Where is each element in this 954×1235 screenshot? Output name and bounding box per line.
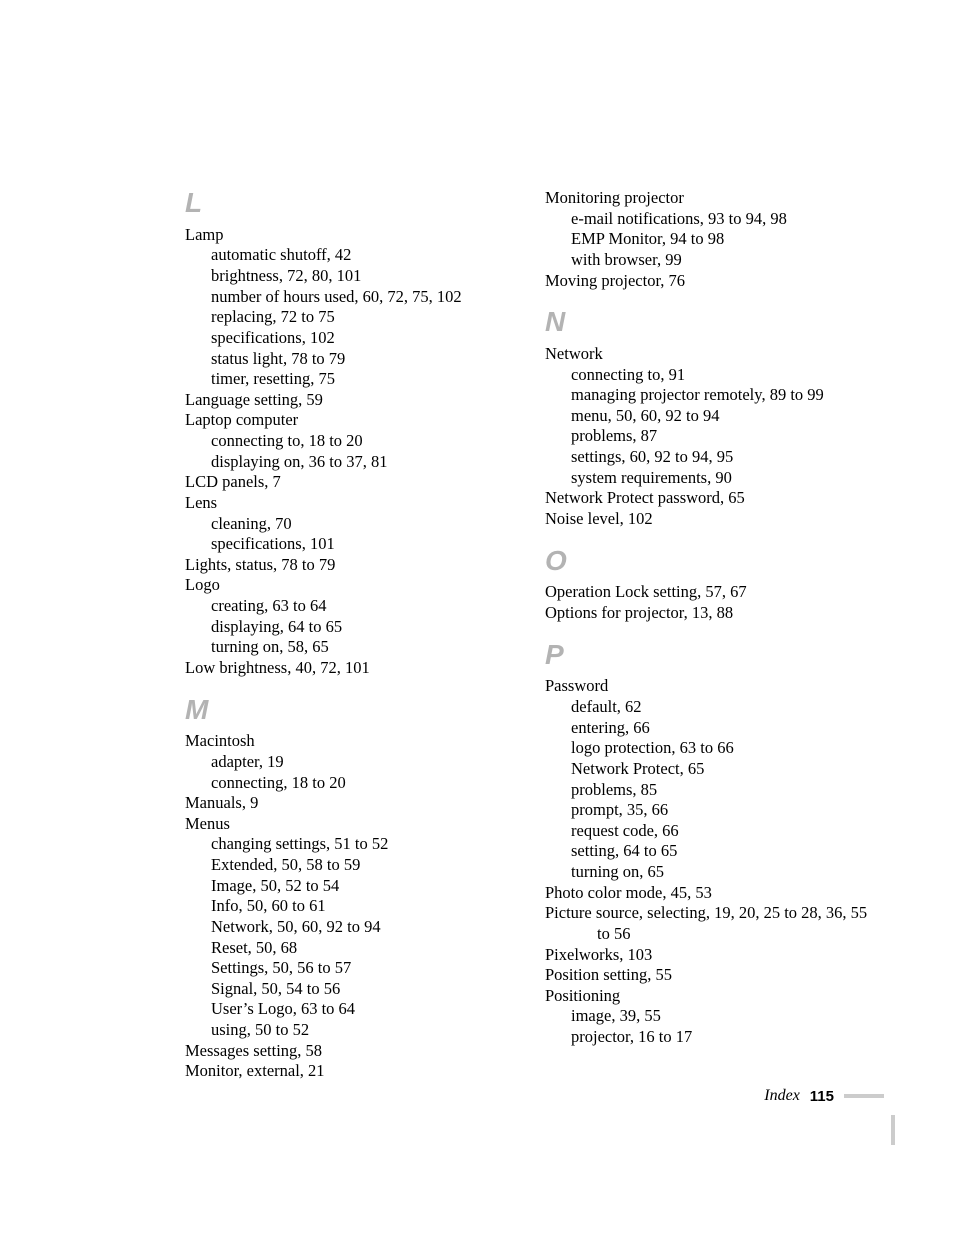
index-subentry: projector, 16 to 17 xyxy=(545,1027,875,1048)
index-entry: Lens xyxy=(185,493,515,514)
index-subentry: Image, 50, 52 to 54 xyxy=(185,876,515,897)
index-entry: Network Protect password, 65 xyxy=(545,488,875,509)
index-subentry: Info, 50, 60 to 61 xyxy=(185,896,515,917)
index-page: L Lampautomatic shutoff, 42brightness, 72… xyxy=(0,0,954,1235)
footer-page-number: 115 xyxy=(810,1088,834,1105)
index-entry: Monitoring projector xyxy=(545,188,875,209)
index-subentry: turning on, 65 xyxy=(545,862,875,883)
index-subentry: setting, 64 to 65 xyxy=(545,841,875,862)
index-subentry: turning on, 58, 65 xyxy=(185,637,515,658)
index-subentry: logo protection, 63 to 66 xyxy=(545,738,875,759)
index-subentry: creating, 63 to 64 xyxy=(185,596,515,617)
index-subentry: automatic shutoff, 42 xyxy=(185,245,515,266)
index-subentry: e-mail notifications, 93 to 94, 98 xyxy=(545,209,875,230)
index-subentry: default, 62 xyxy=(545,697,875,718)
index-subentry: problems, 85 xyxy=(545,780,875,801)
index-entry: Operation Lock setting, 57, 67 xyxy=(545,582,875,603)
index-entry: Photo color mode, 45, 53 xyxy=(545,883,875,904)
index-subentry: User’s Logo, 63 to 64 xyxy=(185,999,515,1020)
index-subentry: prompt, 35, 66 xyxy=(545,800,875,821)
index-entry: Network xyxy=(545,344,875,365)
index-subentry: request code, 66 xyxy=(545,821,875,842)
index-entry: Picture source, selecting, 19, 20, 25 to… xyxy=(545,903,875,944)
index-subentry: settings, 60, 92 to 94, 95 xyxy=(545,447,875,468)
index-entry: Low brightness, 40, 72, 101 xyxy=(185,658,515,679)
index-subentry: connecting to, 18 to 20 xyxy=(185,431,515,452)
index-subentry: connecting, 18 to 20 xyxy=(185,773,515,794)
index-columns: L Lampautomatic shutoff, 42brightness, 72… xyxy=(0,188,954,1082)
index-subentry: with browser, 99 xyxy=(545,250,875,271)
index-entry: LCD panels, 7 xyxy=(185,472,515,493)
index-entry: Laptop computer xyxy=(185,410,515,431)
index-subentry: brightness, 72, 80, 101 xyxy=(185,266,515,287)
index-subentry: problems, 87 xyxy=(545,426,875,447)
index-subentry: displaying on, 36 to 37, 81 xyxy=(185,452,515,473)
index-section-letter: N xyxy=(545,307,875,338)
index-subentry: Network, 50, 60, 92 to 94 xyxy=(185,917,515,938)
index-subentry: timer, resetting, 75 xyxy=(185,369,515,390)
index-entry: Menus xyxy=(185,814,515,835)
index-subentry: changing settings, 51 to 52 xyxy=(185,834,515,855)
index-entry: Password xyxy=(545,676,875,697)
footer-vertical-rule xyxy=(891,1115,895,1145)
index-entry: Lamp xyxy=(185,225,515,246)
index-subentry: status light, 78 to 79 xyxy=(185,349,515,370)
index-subentry: system requirements, 90 xyxy=(545,468,875,489)
index-subentry: adapter, 19 xyxy=(185,752,515,773)
index-entry: Position setting, 55 xyxy=(545,965,875,986)
index-subentry: entering, 66 xyxy=(545,718,875,739)
index-entry: Monitor, external, 21 xyxy=(185,1061,515,1082)
index-entry: Options for projector, 13, 88 xyxy=(545,603,875,624)
index-entry: Lights, status, 78 to 79 xyxy=(185,555,515,576)
index-entry: Moving projector, 76 xyxy=(545,271,875,292)
index-subentry: using, 50 to 52 xyxy=(185,1020,515,1041)
index-column-right: Monitoring projectore-mail notifications… xyxy=(545,188,875,1082)
index-entry: Noise level, 102 xyxy=(545,509,875,530)
index-subentry: Network Protect, 65 xyxy=(545,759,875,780)
index-subentry: EMP Monitor, 94 to 98 xyxy=(545,229,875,250)
index-subentry: connecting to, 91 xyxy=(545,365,875,386)
index-subentry: Signal, 50, 54 to 56 xyxy=(185,979,515,1000)
index-entry: Messages setting, 58 xyxy=(185,1041,515,1062)
index-subentry: Extended, 50, 58 to 59 xyxy=(185,855,515,876)
index-subentry: Reset, 50, 68 xyxy=(185,938,515,959)
index-section-letter: O xyxy=(545,546,875,577)
footer-section-label: Index xyxy=(764,1087,800,1105)
index-subentry: specifications, 102 xyxy=(185,328,515,349)
index-subentry: cleaning, 70 xyxy=(185,514,515,535)
index-subentry: Settings, 50, 56 to 57 xyxy=(185,958,515,979)
index-entry: Positioning xyxy=(545,986,875,1007)
index-entry: Language setting, 59 xyxy=(185,390,515,411)
index-subentry: number of hours used, 60, 72, 75, 102 xyxy=(185,287,515,308)
index-entry: Logo xyxy=(185,575,515,596)
index-subentry: menu, 50, 60, 92 to 94 xyxy=(545,406,875,427)
index-column-left: L Lampautomatic shutoff, 42brightness, 72… xyxy=(185,188,515,1082)
index-section-letter: L xyxy=(185,188,515,219)
index-entry: Pixelworks, 103 xyxy=(545,945,875,966)
footer-bar xyxy=(844,1094,884,1098)
index-entry: Macintosh xyxy=(185,731,515,752)
index-subentry: specifications, 101 xyxy=(185,534,515,555)
index-section-letter: P xyxy=(545,640,875,671)
page-footer: Index 115 xyxy=(764,1087,884,1105)
index-entry: Manuals, 9 xyxy=(185,793,515,814)
index-subentry: image, 39, 55 xyxy=(545,1006,875,1027)
index-section-letter: M xyxy=(185,695,515,726)
index-subentry: managing projector remotely, 89 to 99 xyxy=(545,385,875,406)
index-subentry: displaying, 64 to 65 xyxy=(185,617,515,638)
index-subentry: replacing, 72 to 75 xyxy=(185,307,515,328)
